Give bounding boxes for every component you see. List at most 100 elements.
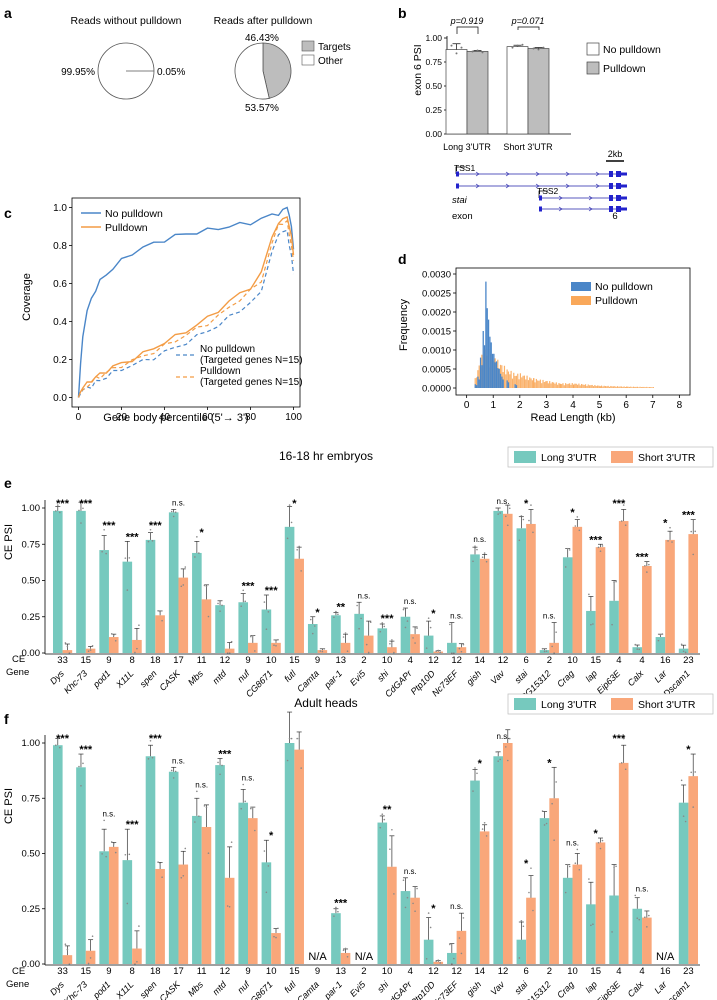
ce-dot — [54, 744, 57, 747]
transcript-exon — [616, 206, 621, 212]
exon-number: 6 — [612, 211, 617, 222]
ce-gene-label: Vav — [489, 668, 507, 686]
d-bar-pulldown — [538, 380, 540, 388]
ce-significance: *** — [56, 498, 70, 510]
pie-legend-other-swatch — [301, 54, 315, 66]
d-bar-pulldown — [557, 384, 559, 388]
d-bar-pulldown — [578, 383, 580, 388]
ce-gene-label: CG8671 — [244, 979, 275, 1000]
ce-dot — [56, 504, 59, 506]
ce-bar-short — [642, 566, 652, 653]
d-bar-pulldown — [475, 377, 478, 388]
transcript-chevron — [595, 171, 600, 177]
b-dot — [455, 52, 458, 55]
ce-dot — [134, 651, 136, 654]
f-row-label-gene: Gene — [6, 979, 29, 990]
ce-dot — [615, 580, 617, 583]
ce-dot — [267, 611, 270, 613]
ce-dot — [136, 647, 138, 650]
ce-bar-short — [108, 846, 119, 964]
c-xtick-label: 20 — [116, 412, 128, 423]
ce-dot — [333, 616, 335, 619]
ce-count-label: 9 — [315, 655, 320, 666]
ce-dot — [112, 634, 115, 636]
d-bar-pulldown — [600, 385, 603, 388]
d-bar-nopulldown — [498, 369, 500, 388]
d-bar-pulldown — [644, 387, 646, 388]
d-bar-pulldown — [563, 385, 565, 388]
ce-significance: n.s. — [404, 597, 417, 606]
d-bar-pulldown — [580, 383, 583, 388]
ce-dot — [309, 618, 312, 621]
d-bar-pulldown — [611, 386, 613, 388]
d-bar-nopulldown — [478, 379, 480, 388]
d-xtick-label: 3 — [544, 400, 550, 411]
ce-dot — [54, 510, 57, 512]
b-ytick-label: 0.25 — [425, 105, 442, 115]
ce-bar-long — [447, 952, 457, 964]
panel-label-c: c — [4, 205, 12, 221]
ce-dot — [576, 516, 579, 518]
d-bar-pulldown — [592, 386, 595, 388]
ce-dot — [458, 937, 461, 939]
ce-ytick-label: 0.00 — [22, 959, 41, 970]
ce-gene-label: Evi5 — [348, 668, 368, 688]
d-bar-pulldown — [515, 375, 518, 388]
ce-gene-label: futl — [282, 979, 298, 995]
ce-dot — [622, 737, 625, 740]
d-bar-pulldown — [576, 384, 579, 388]
ce-dot — [588, 878, 590, 880]
ce-count-label: 6 — [524, 655, 529, 666]
transcript-exon — [609, 206, 613, 212]
ce-bar-long — [168, 512, 179, 653]
ce-dot — [138, 624, 140, 627]
ce-dot — [578, 868, 581, 871]
ce-gene-label: Vav — [489, 979, 507, 997]
d-xtick-label: 2 — [517, 400, 523, 411]
ce-dot — [82, 762, 84, 765]
ce-dot — [267, 865, 270, 867]
ce-significance: *** — [218, 748, 232, 760]
ce-ytick-label: 0.00 — [22, 648, 41, 659]
d-bar-pulldown — [594, 385, 596, 388]
ce-dot — [228, 652, 231, 654]
ce-ytick-label: 0.75 — [22, 539, 41, 550]
pie-left-title: Reads without pulldown — [71, 15, 182, 27]
b-bracket-short — [517, 26, 540, 30]
d-bar-pulldown — [602, 386, 604, 388]
d-bar-pulldown — [586, 385, 588, 388]
ce-dot — [545, 822, 548, 825]
d-bar-pulldown — [474, 378, 476, 388]
ce-dot — [435, 650, 438, 652]
ce-bar-long — [400, 891, 411, 964]
ce-count-label: 4 — [639, 966, 644, 977]
ce-dot — [648, 914, 650, 917]
d-bars — [474, 281, 654, 388]
ce-bar-short — [595, 842, 606, 964]
ce-dot — [226, 905, 229, 907]
d-bar-pulldown — [634, 386, 636, 388]
ce-dot — [58, 511, 61, 514]
ce-significance: n.s. — [636, 884, 649, 893]
ce-dot — [530, 504, 532, 506]
d-ytick-label: 0.0020 — [422, 308, 451, 319]
ce-dot — [369, 621, 372, 624]
ce-dot — [342, 949, 345, 952]
transcript-chevron — [535, 183, 540, 189]
transcript-chevron — [505, 183, 510, 189]
d-bar-pulldown — [543, 382, 545, 388]
d-bar-pulldown — [636, 386, 639, 388]
ce-bar-long — [377, 628, 388, 653]
d-legend-pulldown-swatch — [571, 296, 591, 305]
ce-dot — [124, 853, 127, 856]
ce-bar-long — [562, 557, 573, 653]
ce-dot — [286, 537, 289, 540]
ce-significance: n.s. — [404, 867, 417, 876]
d-bar-pulldown — [599, 386, 601, 388]
ce-gene-label: pod1 — [90, 668, 112, 690]
ce-bar-short — [155, 615, 165, 653]
ce-bar-short — [549, 798, 559, 964]
exon-label: exon — [452, 211, 473, 222]
d-bar-pulldown — [628, 386, 631, 388]
